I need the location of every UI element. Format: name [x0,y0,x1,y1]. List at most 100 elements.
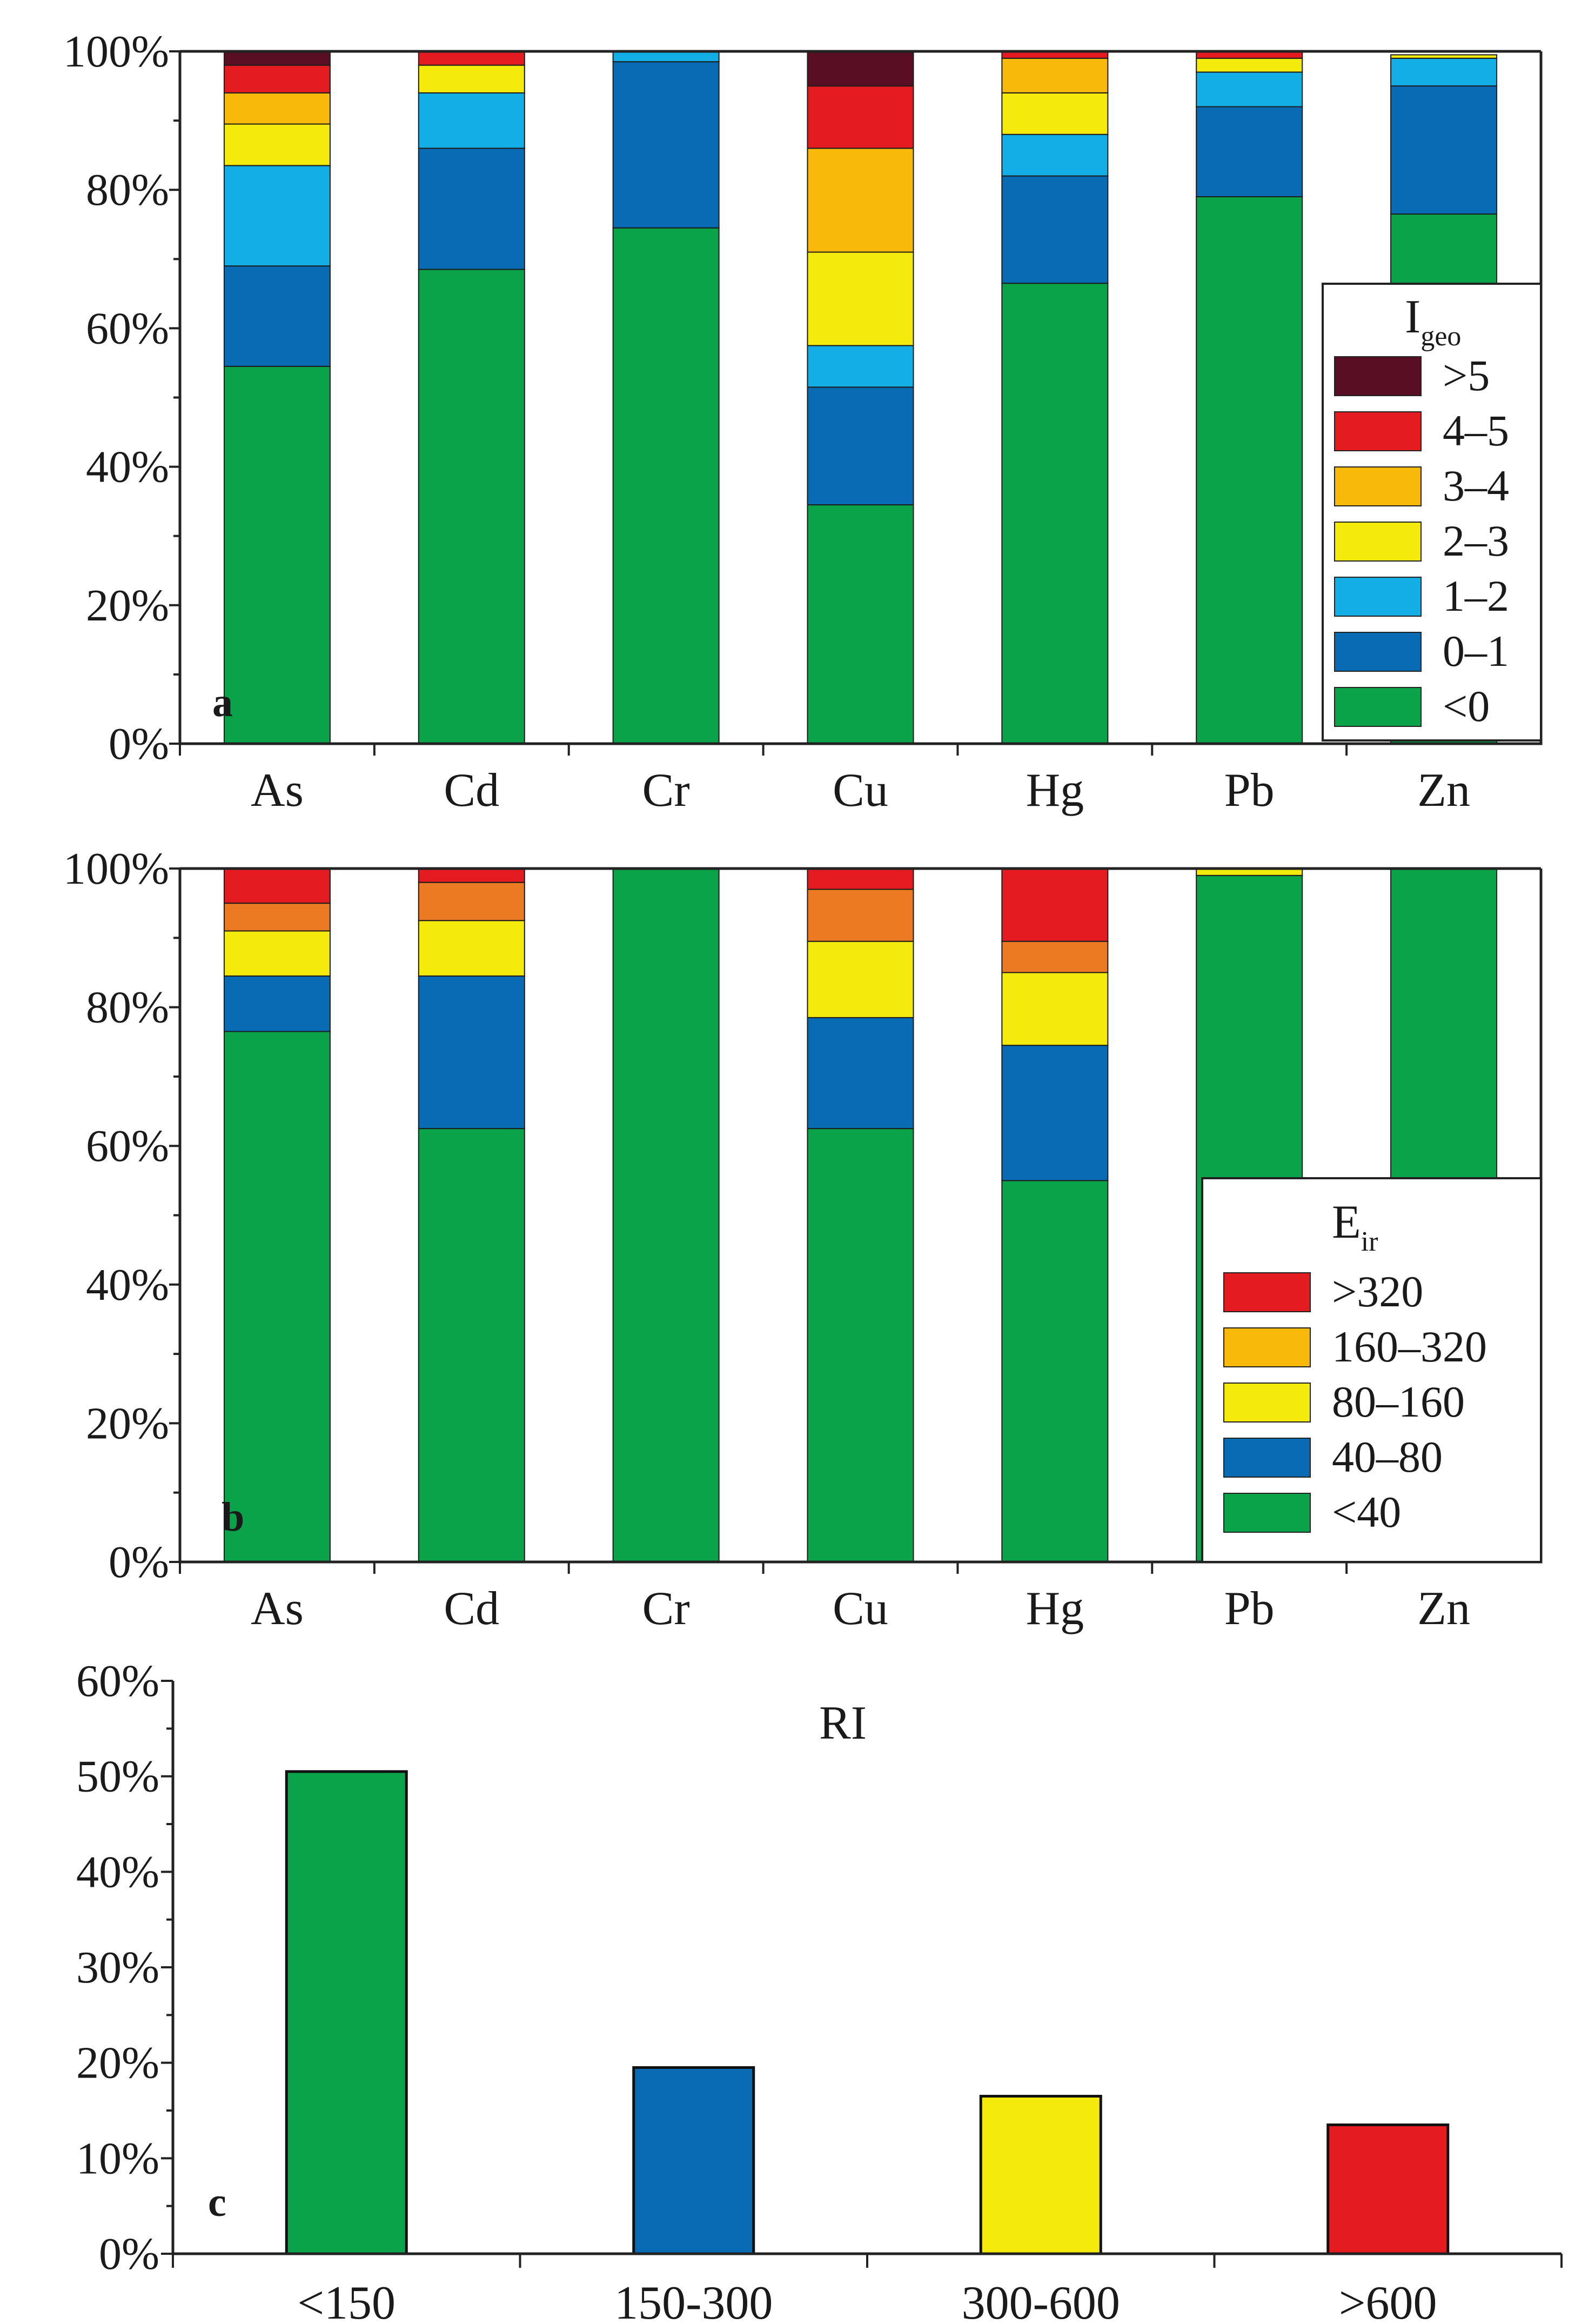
legend-label-4-5: 4–5 [1443,406,1509,455]
y-tick-label-60: 60% [86,303,169,353]
x-tick-label-zn: Zn [1417,764,1470,817]
legend-label-0: <0 [1443,682,1490,731]
bar-segment-cu-160-320 [807,889,914,942]
x-tick-label-hg: Hg [1026,1582,1084,1635]
legend-label-320: >320 [1332,1267,1423,1316]
y-tick-label-100: 100% [63,26,169,77]
panel-a-x-axis: As Cd Cr Cu Hg Pb Zn [179,744,1470,817]
legend-swatch-160-320 [1223,1327,1311,1367]
bar-segment-cd-160-320 [418,881,525,921]
bar-segment-cu-40-80 [807,1017,914,1130]
legend-swatch-5 [1334,356,1422,396]
x-tick-label-cr: Cr [642,1582,690,1635]
panel-c-letter: c [208,2180,226,2225]
panel-a-y-axis: 0% 20% 40% 60% 80% 100% [63,26,180,769]
bar-segment-hg-0-1 [1001,175,1109,284]
bar-segment-as-40-80 [223,975,331,1032]
bar-segment-cd-0 [418,269,525,744]
bar-segment-as-320 [223,868,331,904]
panel-a-legend-title-sub: geo [1420,321,1461,352]
legend-swatch-40-80 [1223,1438,1311,1478]
bar-segment-hg-3-4 [1001,57,1109,94]
bar-segment-cr-0 [612,227,720,744]
bar-segment-zn-1-2 [1390,57,1498,87]
x-tick-label-600: >600 [1339,2277,1437,2324]
bar-segment-cd-1-2 [418,92,525,149]
bar-segment-as-5 [223,51,331,66]
bar-segment-hg-40-80 [1001,1045,1109,1181]
bar-segment-cu-5 [807,51,914,87]
y-tick-label-10: 10% [76,2133,159,2183]
panel-c: 0% 10% 20% 30% 40% 50% 60% <150 150-300 300-600 >… [76,1656,1563,2324]
y-tick-label-0: 0% [109,719,169,769]
bar-segment-hg-0 [1001,283,1109,744]
x-tick-label-zn: Zn [1417,1582,1470,1635]
legend-swatch-80-160 [1223,1383,1311,1423]
bar-segment-cu-320 [807,868,914,890]
x-tick-label-as: As [251,1582,304,1635]
x-tick-label-cd: Cd [444,764,499,817]
y-tick-label-30: 30% [76,1942,159,1993]
bar-segment-pb-0 [1196,196,1303,744]
bar-segment-cu-0 [807,504,914,744]
panel-b: 0% 20% 40% 60% 80% 100% As Cd Cr Cu Hg Pb Zn b Eir … [63,844,1543,1635]
bar-segment-zn-2-3 [1390,54,1498,59]
y-tick-label-20: 20% [86,580,169,631]
legend-label-160-320: 160–320 [1332,1322,1487,1371]
legend-swatch-3-4 [1334,466,1422,506]
bar-segment-cd-80-160 [418,920,525,977]
x-tick-label-as: As [251,764,304,817]
bar-segment-pb-0-1 [1196,106,1303,198]
x-tick-label-pb: Pb [1224,764,1275,817]
bar-300-600 [979,2095,1102,2255]
bar-segment-as-2-3 [223,123,331,166]
panel-a-legend: Igeo >5 4–5 3–4 2–3 1–2 0–1 <0 [1322,283,1542,742]
y-tick-label-60: 60% [76,1656,159,1706]
y-tick-label-0: 0% [99,2229,159,2279]
y-tick-label-40: 40% [86,442,169,492]
panel-c-x-axis: <150 150-300 300-600 >600 [172,2254,1563,2324]
y-tick-label-80: 80% [86,165,169,215]
bar-segment-hg-320 [1001,868,1109,942]
legend-label-2-3: 2–3 [1443,516,1509,565]
bar-segment-cr-1-2 [612,51,720,63]
x-tick-label-cu: Cu [833,1582,888,1635]
bar-segment-pb-2-3 [1196,57,1303,73]
panel-c-y-axis: 0% 10% 20% 30% 40% 50% 60% [76,1656,173,2279]
legend-swatch-0-1 [1334,632,1422,672]
x-tick-label-cr: Cr [642,764,690,817]
x-tick-label-150-300: 150-300 [614,2277,773,2324]
bar-segment-cu-1-2 [807,345,914,388]
bar-segment-hg-1-2 [1001,133,1109,177]
panel-a-legend-items: >5 4–5 3–4 2–3 1–2 0–1 <0 [1334,351,1509,731]
panel-b-letter: b [222,1494,244,1540]
bar-segment-as-4-5 [223,64,331,94]
bar-150-300 [632,2066,755,2255]
bar-segment-hg-80-160 [1001,972,1109,1046]
bar-segment-cu-40 [807,1128,914,1562]
panel-a: 0% 20% 40% 60% 80% 100% As Cd Cr Cu Hg Pb Zn a Igeo… [63,26,1543,817]
panel-b-bars [223,868,1498,1563]
bar-segment-as-80-160 [223,930,331,977]
legend-label-5: >5 [1443,351,1490,400]
legend-swatch-4-5 [1334,411,1422,451]
legend-swatch-0 [1334,687,1422,727]
bar-segment-cr-0-1 [612,61,720,229]
bar-segment-as-0-1 [223,265,331,367]
panel-c-title: RI [819,1697,867,1749]
legend-label-0-1: 0–1 [1443,626,1509,676]
bar-segment-as-1-2 [223,165,331,267]
bar-segment-cr-40 [612,868,720,1562]
y-tick-label-80: 80% [86,983,169,1033]
bar-segment-as-0 [223,365,331,744]
panel-c-bars [285,1770,1450,2255]
y-tick-label-20: 20% [76,2038,159,2088]
bar-segment-hg-2-3 [1001,92,1109,135]
legend-label-3-4: 3–4 [1443,461,1509,510]
bar-150 [285,1770,408,2255]
x-tick-label-300-600: 300-600 [962,2277,1120,2324]
panel-b-legend: Eir >320 160–320 80–160 40–80 <40 [1201,1177,1542,1563]
y-tick-label-0: 0% [109,1537,169,1587]
x-tick-label-cd: Cd [444,1582,499,1635]
